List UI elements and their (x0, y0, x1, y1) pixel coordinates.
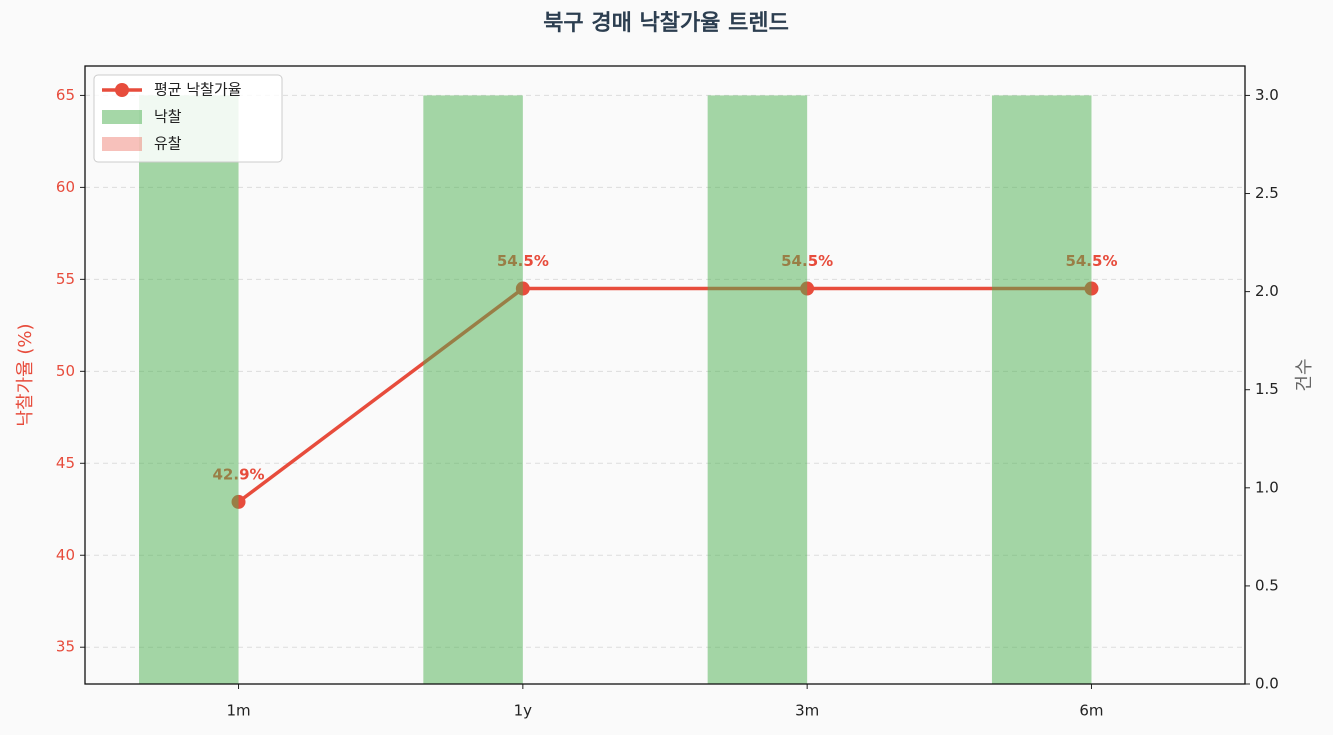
y2-axis-label: 건수 (1294, 358, 1315, 391)
y-tick-label: 35 (56, 638, 75, 656)
chart-title: 북구 경매 낙찰가율 트렌드 (543, 11, 789, 36)
y-tick-label: 50 (56, 362, 75, 380)
y-tick-label: 45 (56, 454, 75, 472)
y2-tick-label: 1.0 (1255, 478, 1279, 496)
line (237, 286, 1092, 504)
y2-tick-label: 2.0 (1255, 282, 1279, 300)
legend-box (93, 74, 283, 163)
plot-frame (84, 65, 1246, 685)
y2-tick-label: 0.0 (1255, 675, 1279, 693)
y2-tick-label: 1.5 (1255, 380, 1279, 398)
legend-label: 평균 낙찰가율 (154, 81, 242, 99)
x-tick-label: 3m (795, 702, 819, 720)
x-tick-label: 1y (514, 702, 533, 720)
y-tick-label: 60 (56, 178, 75, 196)
y2-tick-label: 2.5 (1255, 184, 1279, 202)
x-tick-label: 6m (1079, 702, 1103, 720)
y-tick-label: 55 (56, 270, 75, 288)
y-axis-label: 낙찰가율 (%) (15, 323, 36, 426)
bar (991, 95, 1092, 684)
legend-swatch (102, 137, 142, 151)
legend-label: 유찰 (154, 135, 182, 153)
legend-swatch (102, 110, 142, 124)
legend-label: 낙찰 (154, 108, 182, 126)
y-tick-label: 65 (56, 86, 75, 104)
y-tick-label: 40 (56, 546, 75, 564)
bar (139, 95, 239, 684)
legend-marker (115, 83, 129, 97)
bar (423, 95, 523, 684)
y2-tick-label: 0.5 (1255, 576, 1279, 594)
bar (707, 95, 808, 684)
y2-tick-label: 3.0 (1255, 86, 1279, 104)
x-tick-label: 1m (226, 702, 250, 720)
